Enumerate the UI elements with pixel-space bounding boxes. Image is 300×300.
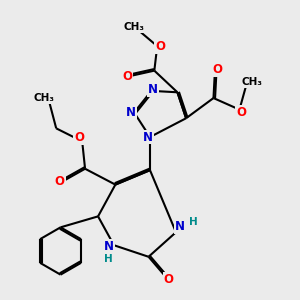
Text: O: O [74,131,84,144]
Text: N: N [126,106,136,119]
Text: CH₃: CH₃ [124,22,145,32]
Text: O: O [122,70,132,83]
Text: N: N [143,130,153,143]
Text: CH₃: CH₃ [242,77,263,87]
Text: O: O [213,63,223,76]
Text: O: O [164,273,174,286]
Text: H: H [189,217,198,227]
Text: O: O [236,106,246,119]
Text: O: O [155,40,165,52]
Text: CH₃: CH₃ [33,93,54,103]
Text: H: H [104,254,113,264]
Text: N: N [104,240,114,253]
Text: N: N [148,83,158,96]
Text: O: O [55,175,65,188]
Text: N: N [175,220,185,233]
